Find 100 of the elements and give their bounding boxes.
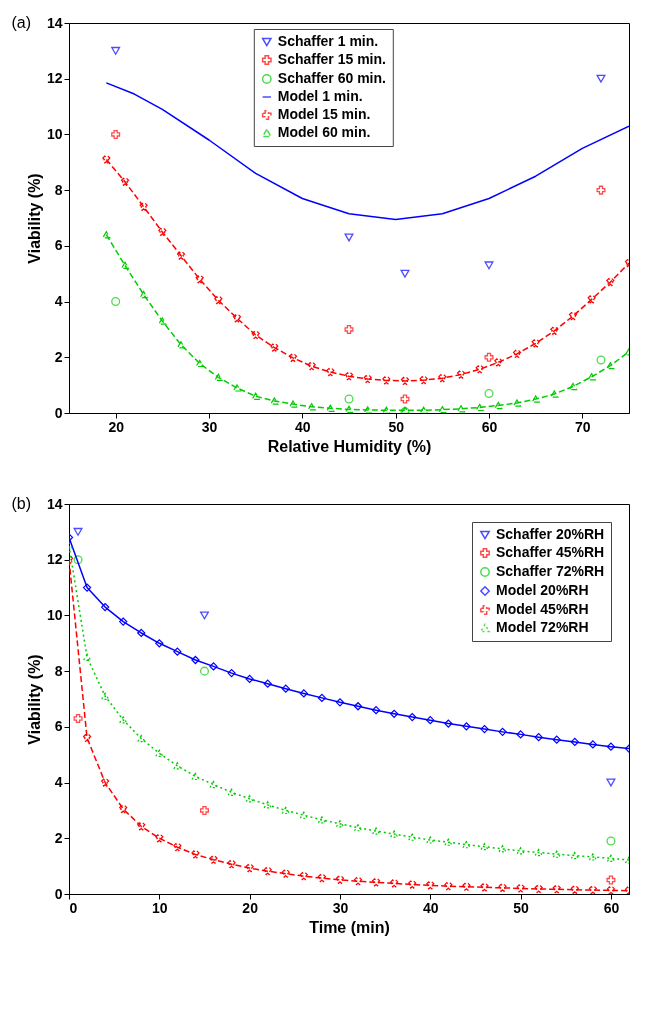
point [155,749,164,757]
point [353,702,363,711]
point [426,716,435,725]
point [263,679,272,688]
point [344,233,354,242]
point [209,780,218,789]
y-tick-label: 8 [54,181,63,198]
point [100,602,110,612]
y-tick-label: 10 [46,125,63,142]
legend-label: Schaffer 72%RH [496,563,605,579]
y-tick-label: 4 [54,774,63,791]
point [158,317,167,325]
point [426,881,435,890]
point [119,617,128,626]
point [408,880,417,889]
point [137,822,146,831]
point [552,850,561,858]
point [73,555,83,565]
point [606,361,615,370]
point [251,392,260,400]
point [335,875,345,884]
point [119,716,128,724]
point [82,733,92,743]
point [317,693,327,703]
x-tick-label: 60 [603,899,620,916]
point [408,833,417,841]
y-tick-label: 8 [54,662,63,679]
text: (a) [11,14,31,31]
point [111,129,121,139]
point [245,674,254,684]
point [390,879,399,888]
point [111,46,121,55]
legend-label: Schaffer 45%RH [496,544,605,560]
point [534,848,543,857]
point [419,406,428,413]
point [531,339,540,348]
legend-label: Model 1 min. [277,88,363,104]
point [363,374,372,384]
point [480,842,489,851]
point [307,362,316,371]
legend-label: Model 60 min. [277,124,371,140]
point [498,883,507,892]
point [606,277,615,287]
point [596,355,606,365]
point [382,376,391,385]
point [102,231,111,239]
legend-label: Schaffer 1 min. [277,33,379,49]
point [498,727,507,737]
point [73,527,83,536]
point [456,370,466,379]
x-tick-label: 40 [295,418,311,435]
point [512,399,522,407]
point [173,762,182,770]
point [288,353,298,362]
point [139,290,148,299]
point [120,261,130,270]
point [534,733,543,742]
point [444,719,453,728]
y-axis-title: Viability (%) [25,654,43,745]
y-tick-label: 0 [54,404,63,421]
point [82,653,92,661]
point [587,373,596,381]
legend-label: Model 15 min. [277,106,371,122]
y-tick-label: 10 [46,606,63,623]
point [363,406,372,413]
point [155,834,164,843]
point [270,397,279,405]
point [484,261,494,270]
x-tick-label: 50 [388,418,405,435]
point [288,400,298,408]
point [484,352,494,362]
point [155,639,164,648]
point [317,874,326,883]
y-tick-label: 4 [54,293,63,310]
point [281,869,290,878]
point [101,778,110,787]
point [317,816,327,824]
point [214,296,223,305]
y-tick-label: 2 [54,829,63,846]
point [516,884,525,893]
point [299,811,308,819]
point [462,882,471,891]
point [438,406,447,413]
point [516,847,525,855]
point [588,886,597,894]
point [494,401,503,410]
point [209,662,218,671]
point [82,583,92,592]
point [139,202,148,211]
point [191,772,200,781]
point [344,394,354,404]
point [344,324,354,334]
x-tick-label: 30 [332,899,349,916]
point [251,330,260,340]
point [568,382,578,391]
point [516,730,525,739]
point [596,185,606,195]
point [73,713,83,724]
point [480,724,489,734]
point [111,297,121,307]
